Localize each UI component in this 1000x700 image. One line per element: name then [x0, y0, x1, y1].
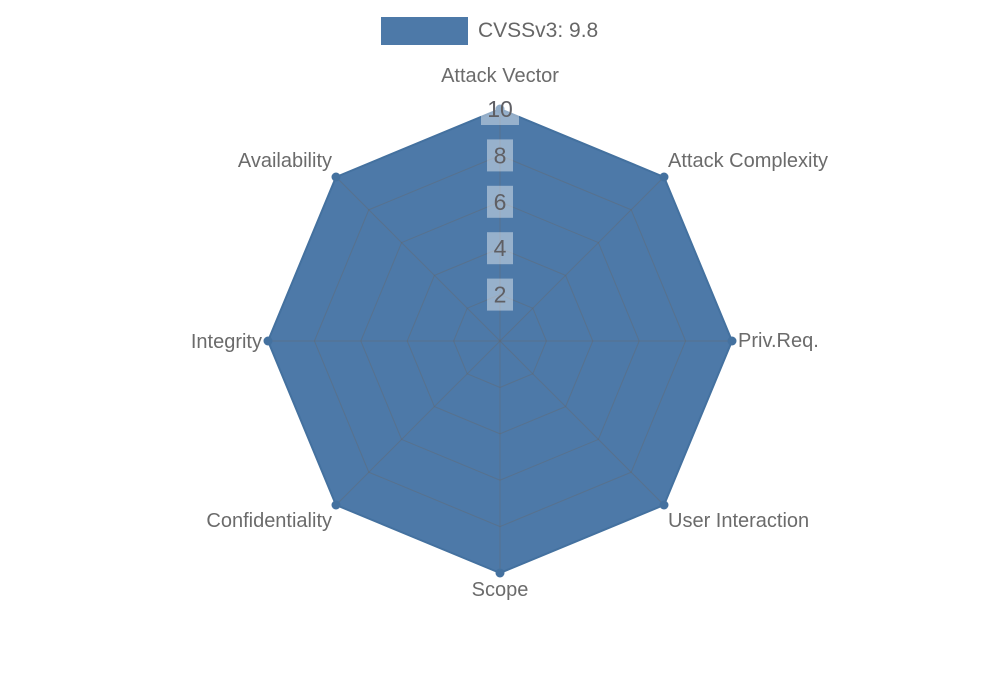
- data-point-marker: [331, 500, 341, 510]
- data-point-marker: [659, 172, 669, 182]
- axis-label-integrity: Integrity: [191, 331, 262, 353]
- grid-ring: [406, 247, 594, 435]
- tick-label: 8: [494, 142, 507, 168]
- data-point-marker: [331, 172, 341, 182]
- axis-spoke: [499, 340, 665, 506]
- tick-label-box: [487, 139, 513, 172]
- axis-label-attack-complexity: Attack Complexity: [668, 150, 828, 172]
- data-point-marker: [263, 336, 273, 346]
- axis-label-scope: Scope: [472, 579, 529, 601]
- tick-label: 4: [494, 235, 507, 261]
- axis-spoke: [499, 176, 665, 342]
- tick-label: 6: [494, 189, 507, 215]
- axis-label-user-interaction: User Interaction: [668, 510, 809, 532]
- data-point-marker: [659, 500, 669, 510]
- tick-label-box: [481, 93, 519, 125]
- tick-label-box: [487, 278, 513, 311]
- axis-spoke: [335, 340, 501, 506]
- axis-spoke: [335, 176, 501, 342]
- axis-label-confidentiality: Confidentiality: [206, 510, 332, 532]
- legend-swatch: [381, 17, 468, 45]
- grid-ring: [453, 294, 547, 388]
- tick-label: 10: [487, 96, 513, 122]
- axis-label-attack-vector: Attack Vector: [441, 65, 559, 87]
- series-area: [268, 109, 732, 573]
- grid-ring: [313, 154, 687, 528]
- data-point-marker: [495, 104, 505, 114]
- legend-label: CVSSv3: 9.8: [478, 19, 599, 42]
- tick-label-box: [487, 232, 513, 265]
- grid-ring: [360, 201, 640, 481]
- legend-item-cvssv3[interactable]: CVSSv3: 9.8: [381, 17, 598, 45]
- tick-label-box: [487, 185, 513, 218]
- data-point-marker: [495, 568, 505, 578]
- axis-label-availability: Availability: [238, 150, 332, 172]
- tick-label: 2: [494, 282, 507, 308]
- axis-label-priv-req: Priv.Req.: [738, 330, 819, 352]
- data-point-marker: [727, 336, 737, 346]
